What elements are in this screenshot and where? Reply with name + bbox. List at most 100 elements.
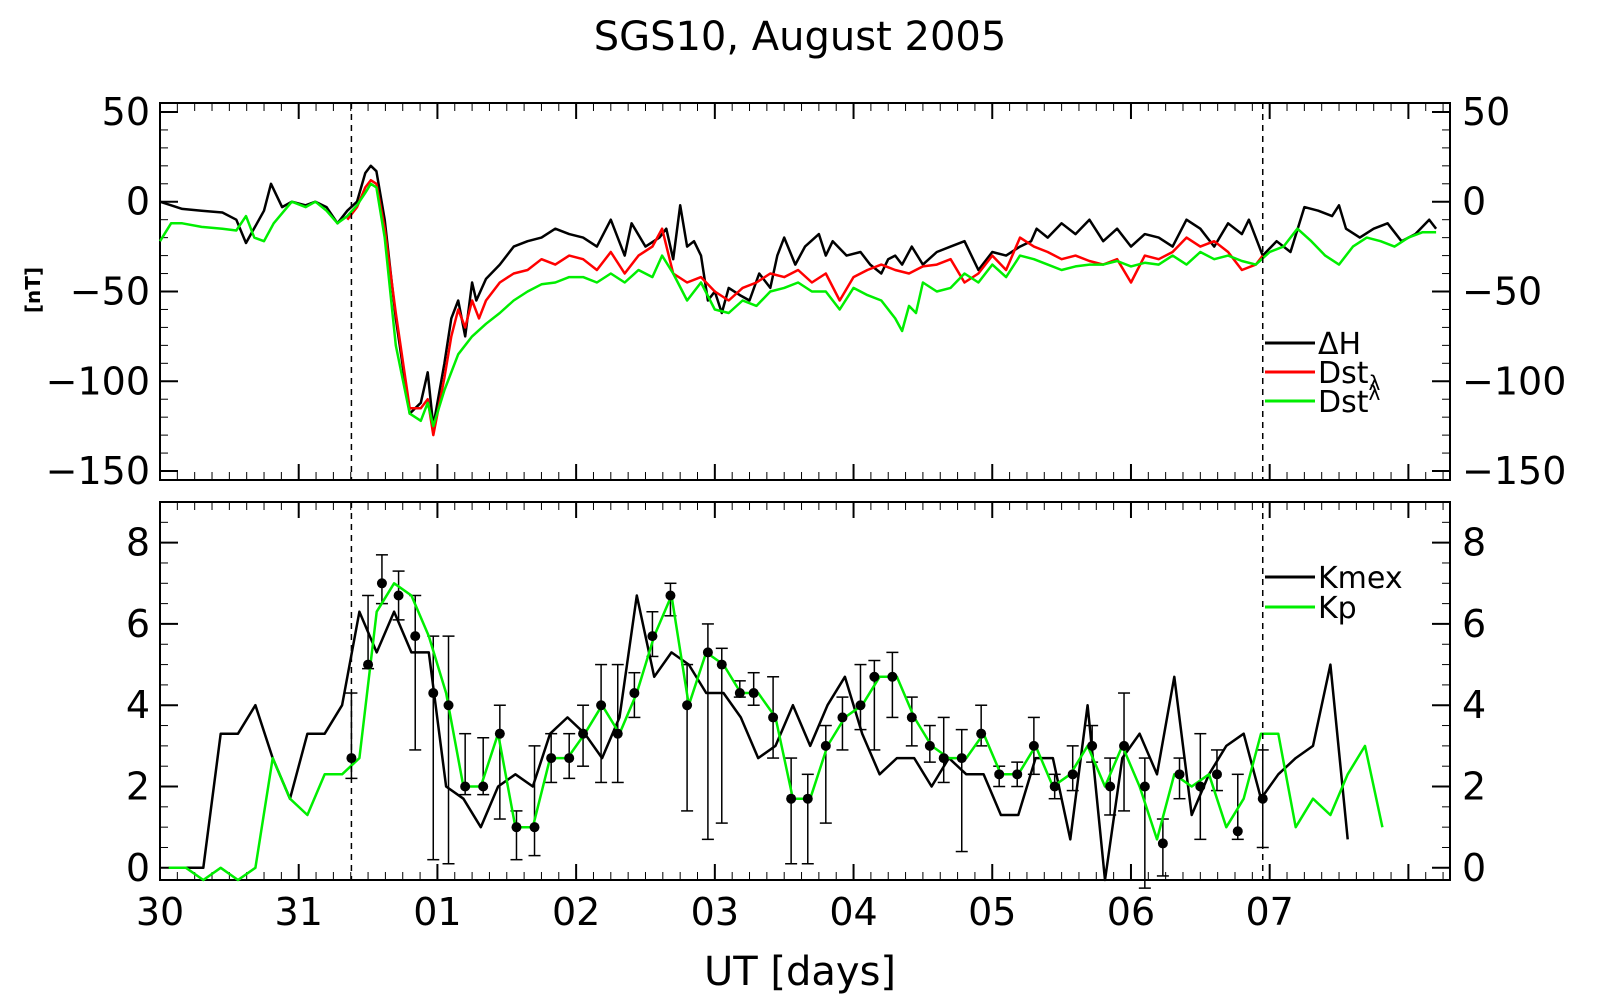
data-point (734, 688, 745, 699)
xtick-label: 05 (968, 890, 1016, 934)
data-point (682, 700, 693, 711)
data-point (956, 753, 967, 764)
data-point (428, 688, 439, 699)
data-point (460, 781, 471, 792)
bottom-axis-ticks: 8 8 6 6 4 4 2 2 0 0 (126, 501, 1486, 890)
x-axis-label: UT [days] (704, 949, 896, 995)
top-ytick-label-right: 0 (1462, 180, 1486, 224)
data-point (1012, 769, 1023, 780)
xtick-label: 30 (136, 890, 184, 934)
data-point (596, 700, 607, 711)
data-point (1049, 781, 1060, 792)
data-point (511, 822, 522, 833)
data-point (665, 590, 676, 601)
top-legend: ΔH Dstλ Dstλ (1265, 327, 1381, 420)
legend-label-kp: Kp (1318, 591, 1357, 626)
data-point (612, 728, 623, 739)
data-point (578, 728, 589, 739)
data-point (629, 688, 640, 699)
data-point (976, 728, 987, 739)
data-point (363, 659, 374, 670)
top-series-line-0 (159, 164, 1438, 428)
data-point (1232, 826, 1243, 837)
bottom-panel-frame (159, 501, 1451, 881)
top-y-axis-label: [nT] (21, 267, 45, 313)
top-ytick-label-right: −50 (1462, 270, 1542, 314)
data-point (410, 631, 421, 642)
top-ytick-label-left: −150 (46, 449, 150, 493)
data-point (887, 671, 898, 682)
data-point (1119, 740, 1130, 751)
data-point (1211, 769, 1222, 780)
bottom-ytick-label-left: 2 (126, 765, 150, 809)
bottom-ytick-label-right: 8 (1462, 521, 1486, 565)
data-point (1195, 781, 1206, 792)
xtick-label: 07 (1245, 890, 1293, 934)
top-series-group (158, 164, 1438, 437)
data-point (869, 671, 880, 682)
xtick-label: 06 (1107, 890, 1155, 934)
bottom-ytick-label-left: 4 (126, 683, 150, 727)
data-point (1105, 781, 1116, 792)
data-point (802, 793, 813, 804)
data-point (494, 728, 505, 739)
bottom-ytick-label-left: 6 (126, 602, 150, 646)
data-point (1157, 838, 1168, 849)
top-ytick-label-left: 0 (126, 180, 150, 224)
data-point (647, 631, 658, 642)
data-point (1087, 740, 1098, 751)
xtick-label: 03 (691, 890, 739, 934)
data-point (855, 700, 866, 711)
data-point (564, 753, 575, 764)
data-point (1139, 781, 1150, 792)
data-point (1257, 793, 1268, 804)
data-point (938, 753, 949, 764)
top-axis-ticks: 50 50 0 0 −50 −50 −100 −100 −150 −150 (46, 90, 1567, 493)
bottom-ytick-label-left: 0 (126, 846, 150, 890)
legend-label-dst-sup: Dstλ (1318, 381, 1381, 420)
data-point (748, 688, 759, 699)
bottom-series-group (168, 554, 1384, 889)
data-point (393, 590, 404, 601)
errorbar-group (345, 554, 1269, 889)
chart-title: SGS10, August 2005 (594, 14, 1007, 60)
xtick-label: 04 (829, 890, 877, 934)
marker-group (346, 578, 1268, 849)
data-point (443, 700, 454, 711)
data-point (1174, 769, 1185, 780)
event-lines (350, 103, 1264, 880)
top-ytick-label-right: −150 (1462, 449, 1566, 493)
data-point (478, 781, 489, 792)
bottom-panel: 8 8 6 6 4 4 2 2 0 0 Kmex Kp (126, 501, 1486, 890)
bottom-legend: Kmex Kp (1265, 561, 1403, 626)
data-point (994, 769, 1005, 780)
data-point (924, 740, 935, 751)
bottom-ytick-label-right: 4 (1462, 683, 1486, 727)
top-ytick-label-left: −100 (46, 359, 150, 403)
legend-label-dh: ΔH (1318, 327, 1361, 362)
data-point (376, 578, 387, 589)
legend-label-kmex: Kmex (1318, 561, 1403, 596)
bottom-ytick-label-right: 6 (1462, 602, 1486, 646)
top-series-line-2 (158, 182, 1437, 428)
data-point (702, 647, 713, 658)
top-ytick-label-left: −50 (70, 270, 150, 314)
data-point (786, 793, 797, 804)
bottom-ytick-label-right: 2 (1462, 765, 1486, 809)
data-point (820, 740, 831, 751)
top-ytick-label-right: 50 (1462, 90, 1510, 134)
xtick-label: 02 (552, 890, 600, 934)
data-point (906, 712, 917, 723)
data-point (1067, 769, 1078, 780)
bottom-ytick-label-right: 0 (1462, 846, 1486, 890)
data-point (768, 712, 779, 723)
top-ytick-label-right: −100 (1462, 359, 1566, 403)
data-point (529, 822, 540, 833)
data-point (716, 659, 727, 670)
xtick-label: 01 (413, 890, 461, 934)
data-point (837, 712, 848, 723)
top-panel: [nT] 50 50 0 0 −50 −50 −100 −100 −150 −150 ΔH Dst… (21, 90, 1566, 493)
legend-label-dst-sub: Dstλ (1318, 356, 1381, 395)
